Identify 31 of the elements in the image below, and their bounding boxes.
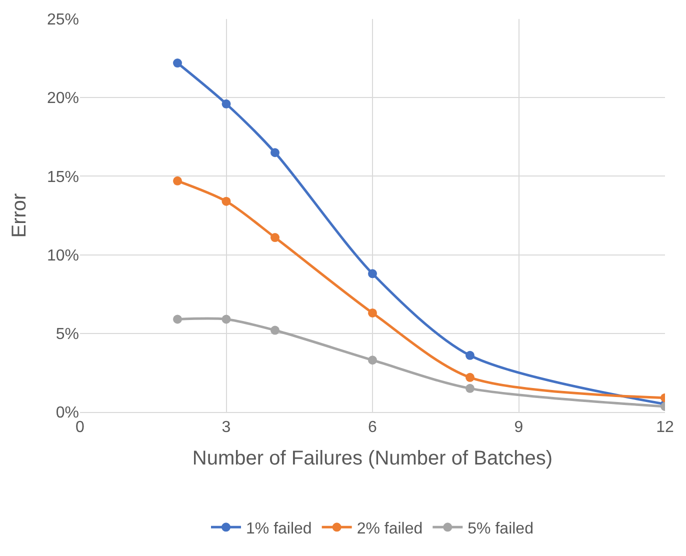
point [222,314,231,324]
y-tick-label: 5% [56,326,79,343]
point [368,269,377,278]
legend-label: 1% failed [246,520,312,538]
x-tick-label: 0 [76,419,85,436]
x-tick-label: 9 [514,419,524,436]
point [173,314,182,324]
y-axis-title: Error [8,192,30,238]
point [368,308,377,318]
point [270,326,280,335]
point [368,356,377,365]
x-tick-label: 12 [656,419,674,436]
point [173,58,182,68]
point [466,350,474,360]
y-tick-label: 0% [56,404,79,422]
point [466,372,474,382]
y-tick-label: 10% [46,247,79,264]
point [270,233,280,242]
x-axis-title: Number of Failures (Number of Batches) [192,448,553,470]
point [222,196,231,206]
point [173,176,182,186]
legend-label: 2% failed [356,520,423,538]
point [222,99,231,108]
y-tick-label: 25% [46,12,79,29]
point [270,148,280,158]
y-tick-label: 20% [46,90,79,108]
x-tick-label: 3 [222,419,231,436]
y-tick-label: 15% [46,168,79,186]
legend-label: 5% failed [468,520,534,538]
point [466,384,474,393]
x-tick-label: 6 [368,419,378,436]
